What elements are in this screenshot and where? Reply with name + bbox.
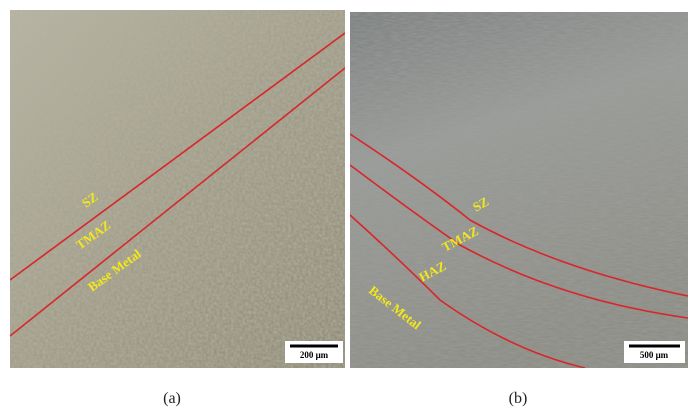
micrograph-texture (10, 10, 345, 368)
scale-bar-label: 500 μm (640, 350, 669, 360)
figure: SZ TMAZ Base Metal 200 μm SZ TMAZ HAZ Ba… (0, 0, 688, 410)
panel-b: SZ TMAZ HAZ Base Metal 500 μm (350, 12, 688, 368)
panel-caption: (a) (163, 390, 181, 407)
panel-a: SZ TMAZ Base Metal 200 μm (10, 10, 345, 368)
scale-bar-label: 200 μm (300, 350, 329, 360)
panel-caption: (b) (509, 390, 528, 407)
